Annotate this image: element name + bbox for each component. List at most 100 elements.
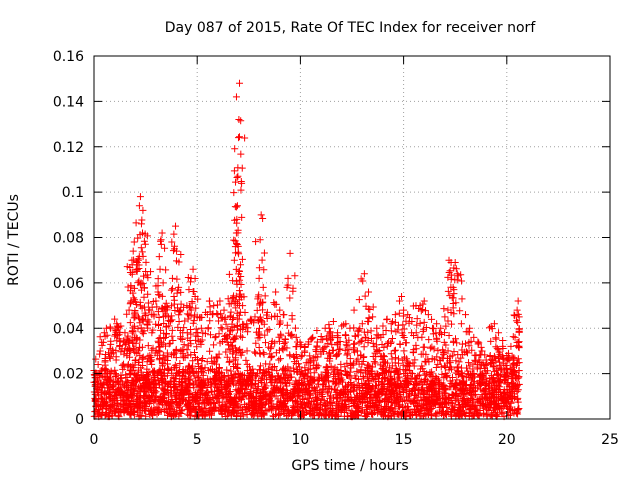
data-point	[133, 376, 141, 384]
data-point	[208, 406, 216, 414]
data-point	[230, 189, 238, 197]
data-point	[350, 380, 358, 388]
data-point	[207, 410, 215, 418]
data-point	[433, 320, 441, 328]
data-point	[210, 302, 218, 310]
data-point	[403, 386, 411, 394]
data-point	[341, 332, 349, 340]
data-point	[136, 302, 144, 310]
data-point	[175, 307, 183, 315]
data-point	[176, 404, 184, 412]
data-point	[355, 296, 363, 304]
data-point	[230, 256, 238, 264]
data-point	[185, 286, 193, 294]
data-point	[124, 393, 132, 401]
data-point	[289, 387, 297, 395]
data-point	[436, 403, 444, 411]
data-point	[300, 386, 308, 394]
data-point	[479, 404, 487, 412]
data-point	[114, 377, 122, 385]
data-point	[353, 367, 361, 375]
data-point	[323, 388, 331, 396]
data-point	[135, 366, 143, 374]
data-point	[106, 377, 114, 385]
data-point	[403, 397, 411, 405]
data-point	[113, 391, 121, 399]
data-point	[142, 258, 150, 266]
data-point	[224, 412, 232, 420]
data-point	[131, 348, 139, 356]
data-point	[362, 412, 370, 420]
data-point	[138, 343, 146, 351]
data-point	[487, 399, 495, 407]
data-point	[507, 388, 515, 396]
data-point	[272, 288, 280, 296]
data-point	[278, 386, 286, 394]
data-point	[492, 386, 500, 394]
data-point	[288, 315, 296, 323]
data-point	[327, 392, 335, 400]
data-point	[507, 399, 515, 407]
data-point	[389, 334, 397, 342]
y-tick-label: 0.14	[53, 94, 84, 110]
data-point	[434, 360, 442, 368]
data-point	[210, 341, 218, 349]
data-point	[435, 399, 443, 407]
data-point	[372, 390, 380, 398]
data-point	[130, 388, 138, 396]
data-point	[140, 380, 148, 388]
data-point	[329, 317, 337, 325]
data-point	[395, 403, 403, 411]
data-point	[288, 407, 296, 415]
data-point	[240, 400, 248, 408]
data-point	[486, 393, 494, 401]
data-point	[430, 395, 438, 403]
data-point	[417, 385, 425, 393]
data-point	[467, 405, 475, 413]
data-point	[277, 402, 285, 410]
data-point	[400, 347, 408, 355]
data-point	[121, 389, 129, 397]
y-tick-label: 0.02	[53, 367, 84, 383]
data-point	[125, 383, 133, 391]
data-point	[369, 313, 377, 321]
data-point	[263, 407, 271, 415]
x-axis-label: GPS time / hours	[291, 458, 408, 474]
data-point	[140, 237, 148, 245]
data-point	[360, 270, 368, 278]
data-point	[395, 392, 403, 400]
data-point	[363, 373, 371, 381]
data-point	[286, 294, 294, 302]
data-point	[253, 406, 261, 414]
data-point	[420, 389, 428, 397]
data-point	[258, 256, 266, 264]
data-point	[130, 364, 138, 372]
data-point	[124, 332, 132, 340]
data-point	[171, 410, 179, 418]
data-point	[458, 401, 466, 409]
data-point	[320, 344, 328, 352]
data-point	[153, 410, 161, 418]
data-point	[132, 339, 140, 347]
data-point	[129, 247, 137, 255]
data-point	[176, 359, 184, 367]
data-point	[115, 408, 123, 416]
data-point	[131, 306, 139, 314]
data-point	[345, 397, 353, 405]
data-point	[368, 410, 376, 418]
data-point	[320, 380, 328, 388]
data-point	[228, 396, 236, 404]
data-point	[392, 328, 400, 336]
data-point	[404, 393, 412, 401]
data-point	[279, 407, 287, 415]
data-point	[265, 393, 273, 401]
data-point	[420, 409, 428, 417]
data-point	[331, 386, 339, 394]
data-point	[346, 324, 354, 332]
data-point	[455, 358, 463, 366]
data-point	[138, 315, 146, 323]
data-point	[162, 266, 170, 274]
data-point	[288, 393, 296, 401]
data-point	[483, 411, 491, 419]
data-point	[258, 396, 266, 404]
